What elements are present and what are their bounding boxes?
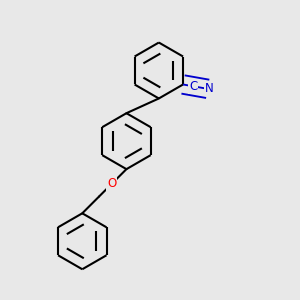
Text: O: O [107,177,116,190]
Text: N: N [205,82,214,95]
Text: C: C [189,80,197,93]
